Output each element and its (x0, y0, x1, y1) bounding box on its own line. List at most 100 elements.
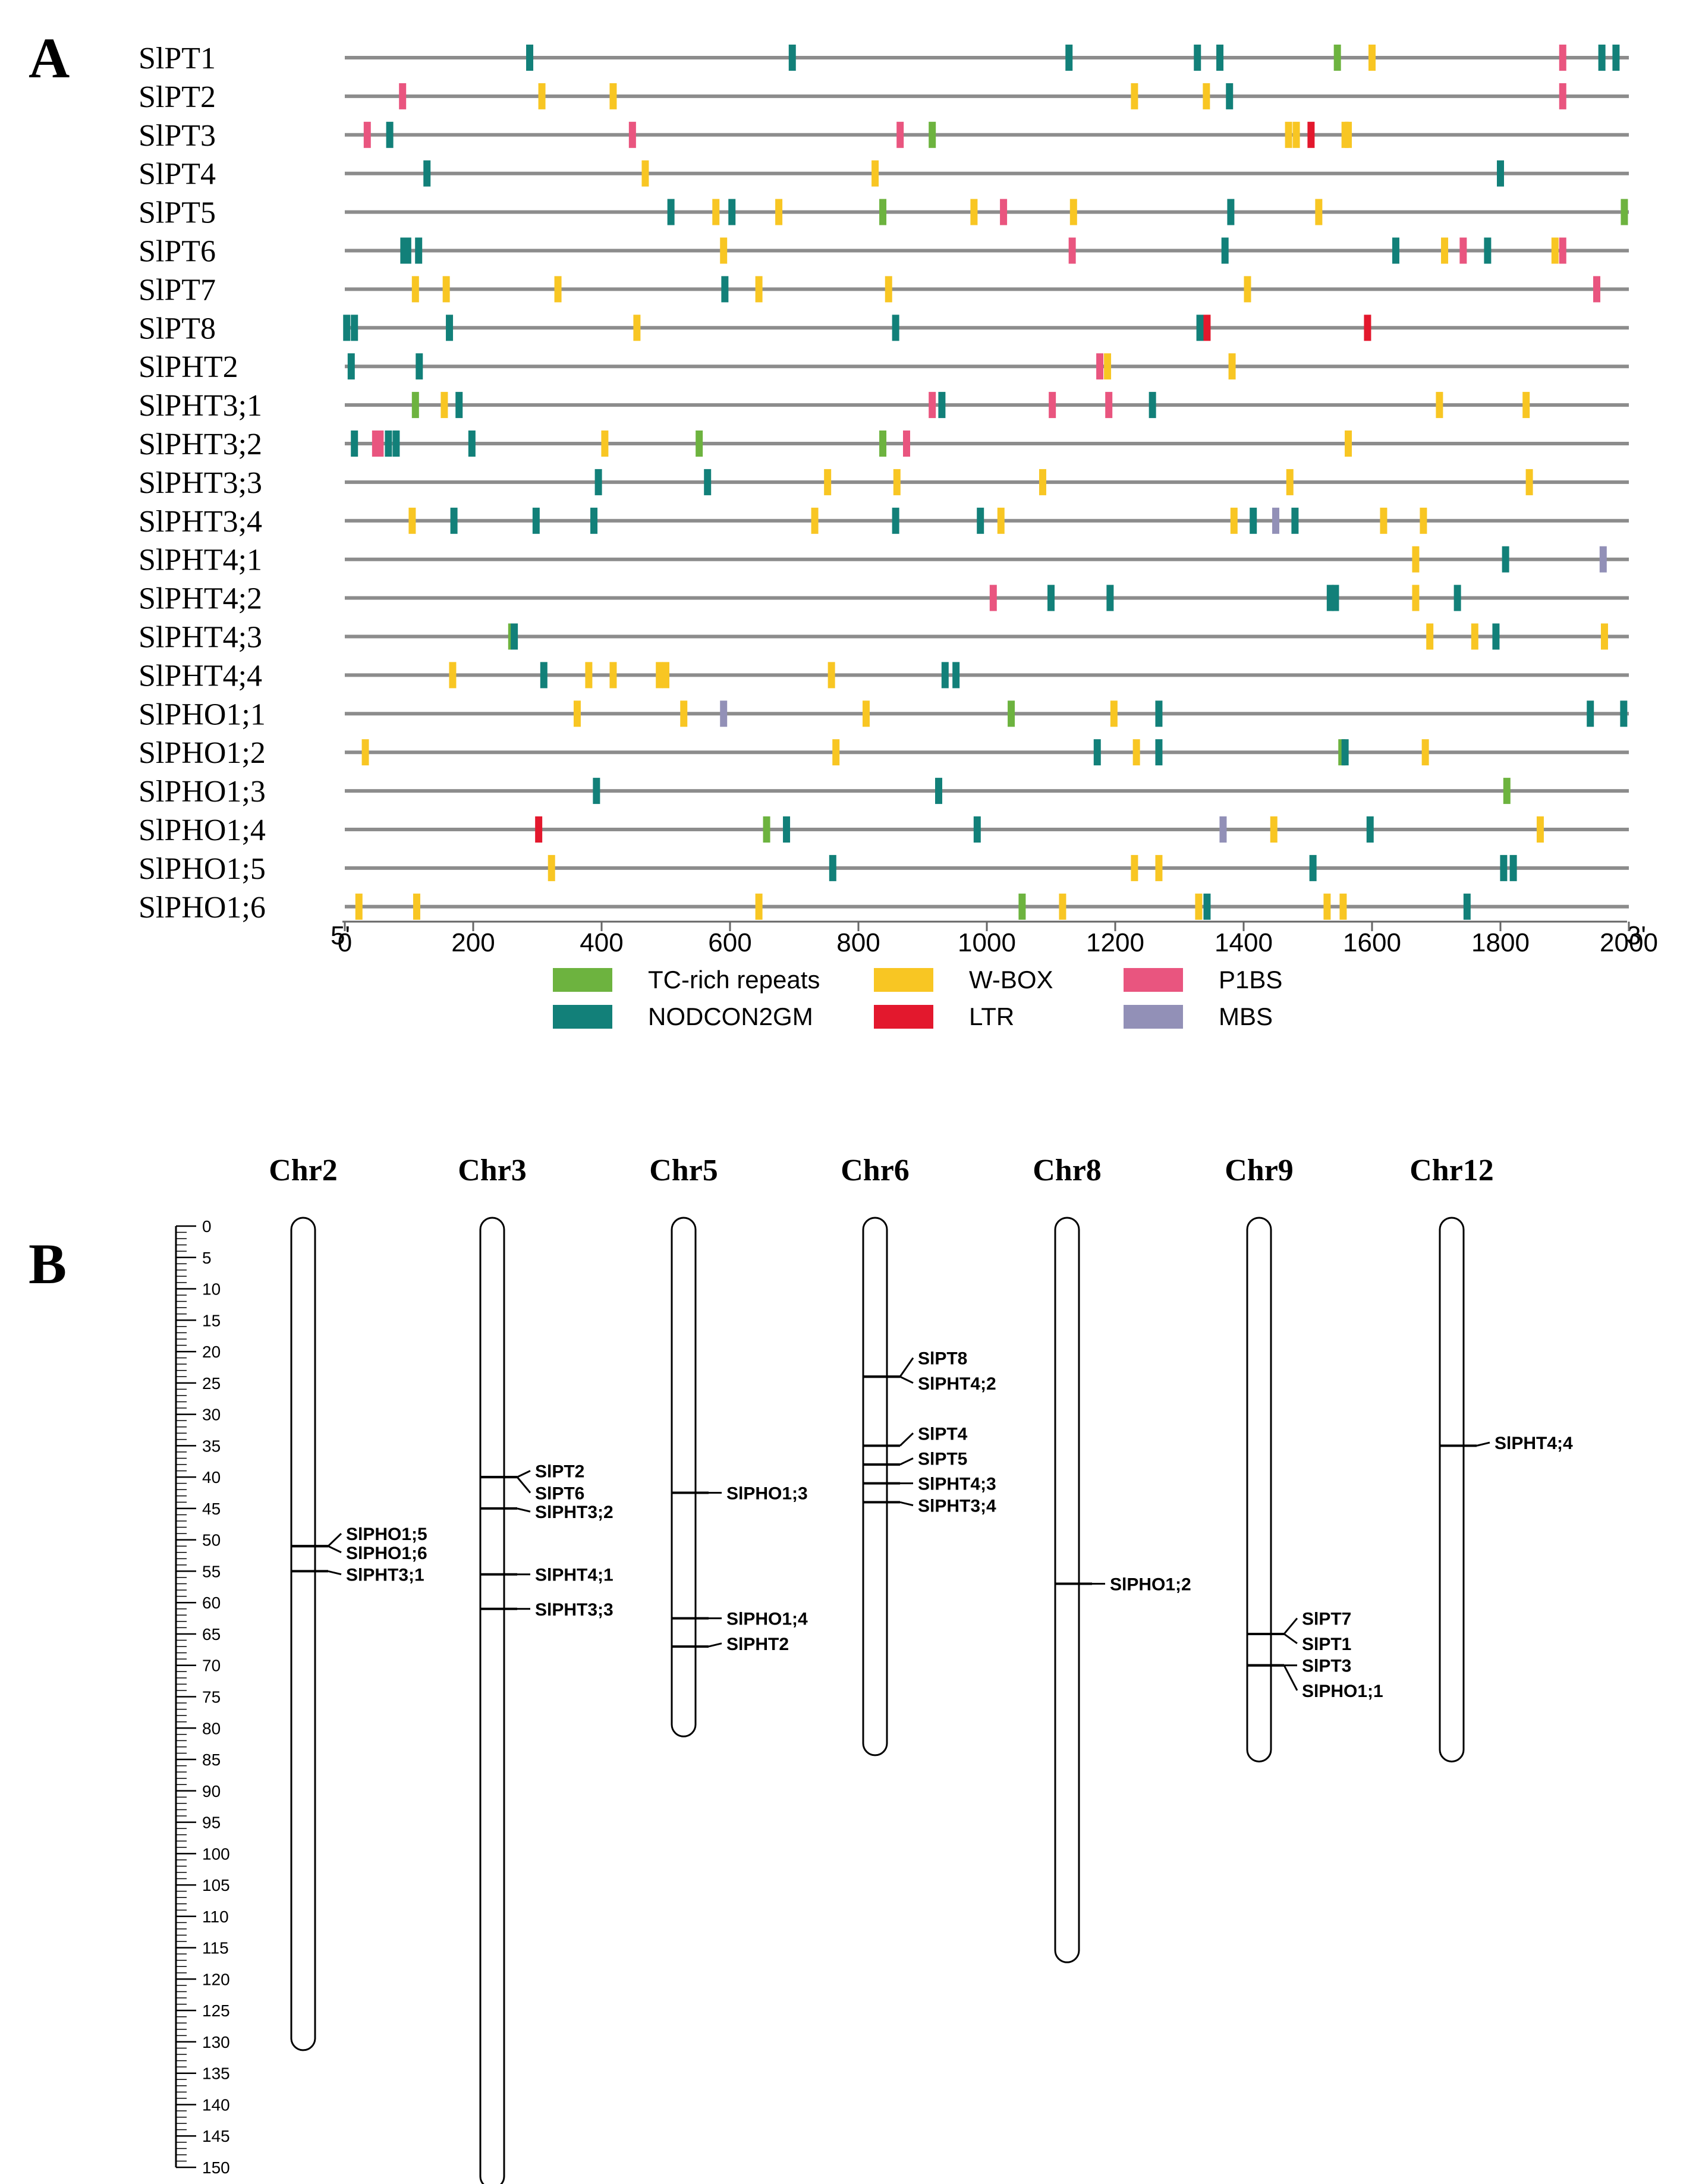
chromosome-gene-label: SlPT7 (1302, 1610, 1351, 1629)
gene-label: SlPHT2 (139, 350, 238, 384)
cis-element-mark (411, 276, 419, 303)
legend-swatch (1124, 1005, 1183, 1029)
cis-element-mark (413, 893, 420, 920)
gene-label: SlPHO1;1 (139, 697, 266, 731)
chromosome-gene-label: SlPHT4;3 (918, 1475, 996, 1494)
cis-element-mark (526, 45, 534, 71)
cis-element-mark (573, 700, 581, 727)
panel-b-letter: B (29, 1232, 67, 1296)
gene-label: SlPHO1;6 (139, 891, 266, 925)
cis-element-mark (1492, 623, 1500, 650)
legend-item: W-BOX (874, 966, 1053, 994)
cis-element-mark (1333, 45, 1341, 71)
cis-element-mark (351, 430, 358, 457)
cis-element-mark (1105, 392, 1113, 419)
cis-element-mark (712, 199, 720, 225)
cis-element-mark (1309, 854, 1317, 881)
legend-swatch (553, 1005, 612, 1029)
legend-swatch (553, 968, 612, 992)
chromosome-gene-label: SlPHO1;6 (346, 1544, 427, 1563)
cis-element-mark (1049, 392, 1056, 419)
cis-element-mark (343, 315, 351, 341)
ruler-label: 25 (202, 1374, 221, 1393)
cis-element-mark (548, 854, 555, 881)
cis-element-mark (879, 430, 887, 457)
cis-element-mark (1219, 816, 1227, 843)
cis-element-mark (1250, 507, 1257, 534)
ruler-label: 60 (202, 1594, 221, 1612)
cis-element-mark (1272, 507, 1279, 534)
cis-element-mark (973, 816, 981, 843)
cis-element-mark (1131, 854, 1138, 881)
cis-element-mark (1621, 199, 1628, 225)
ruler-label: 130 (202, 2033, 230, 2051)
cis-element-mark (441, 392, 448, 419)
legend-label: NODCON2GM (648, 1003, 813, 1030)
gene-label: SlPHO1;2 (139, 736, 266, 770)
cis-element-mark (1131, 83, 1138, 109)
cis-element-mark (763, 816, 770, 843)
cis-element-mark (1047, 585, 1055, 611)
cis-element-mark (411, 392, 419, 419)
gene-row: SlPHT3;4 (139, 505, 1629, 539)
cis-element-mark (423, 160, 431, 187)
cis-element-mark (511, 623, 518, 650)
ruler-label: 65 (202, 1625, 221, 1644)
cis-element-mark (997, 507, 1005, 534)
gene-row: SlPHO1;5 (139, 852, 1629, 886)
cis-element-mark (667, 199, 675, 225)
cis-element-mark (1104, 353, 1112, 380)
cis-element-mark (1593, 276, 1600, 303)
gene-connector (328, 1570, 342, 1576)
cis-element-mark (540, 662, 548, 689)
chromosome-body (1439, 1217, 1465, 1762)
chromosome: Chr5 SlPHO1;3 SlPHO1;4 SlPHT2 (649, 1154, 808, 1737)
cis-element-mark (824, 469, 832, 495)
cis-element-mark (408, 507, 416, 534)
gene-row: SlPT4 (139, 158, 1629, 191)
chromosome-gene-label: SlPT3 (1302, 1657, 1351, 1676)
cis-element-mark (1203, 893, 1211, 920)
cis-element-mark (929, 392, 936, 419)
cis-element-mark (680, 700, 688, 727)
cis-element-mark (535, 816, 543, 843)
cis-element-mark (1366, 816, 1374, 843)
chromosome: Chr12 SlPHT4;4 (1409, 1154, 1573, 1762)
cis-element-mark (1441, 237, 1449, 264)
chromosome-gene-label: SlPT6 (535, 1484, 584, 1504)
cis-element-mark (609, 83, 617, 109)
gene-connector (1283, 1633, 1298, 1645)
gene-label: SlPHT4;1 (139, 543, 262, 577)
cis-element-mark (893, 469, 901, 495)
cis-element-mark (1436, 392, 1443, 419)
gene-connector (1283, 1617, 1298, 1635)
gene-connector (899, 1375, 914, 1384)
ruler-label: 80 (202, 1719, 221, 1737)
x-tick-label: 1400 (1215, 928, 1273, 957)
cis-element-mark (1096, 353, 1104, 380)
chromosome-gene-label: SlPHT3;3 (535, 1600, 613, 1620)
gene-row: SlPHT4;4 (139, 659, 1629, 693)
x-tick-label: 400 (580, 928, 623, 957)
cis-element-mark (355, 893, 363, 920)
cis-element-mark (1132, 739, 1140, 766)
cis-element-mark (1420, 507, 1427, 534)
gene-label: SlPHT4;2 (139, 582, 262, 616)
cis-element-mark (392, 430, 400, 457)
gene-label: SlPHT3;2 (139, 428, 262, 461)
cis-element-mark (415, 237, 423, 264)
chromosome-title: Chr9 (1225, 1154, 1294, 1187)
chromosome-title: Chr8 (1033, 1154, 1102, 1187)
cis-element-mark (1194, 45, 1201, 71)
ruler-label: 110 (202, 1908, 229, 1926)
cis-element-mark (1525, 469, 1533, 495)
x-tick-label: 800 (836, 928, 880, 957)
chromosome-gene-label: SlPHT4;1 (535, 1566, 613, 1585)
cis-element-mark (404, 237, 411, 264)
chromosome-gene-label: SlPHT3;2 (535, 1503, 613, 1522)
five-prime-label: 5' (331, 921, 350, 950)
ruler-label: 140 (202, 2095, 230, 2114)
chromosome-body (479, 1217, 505, 2184)
